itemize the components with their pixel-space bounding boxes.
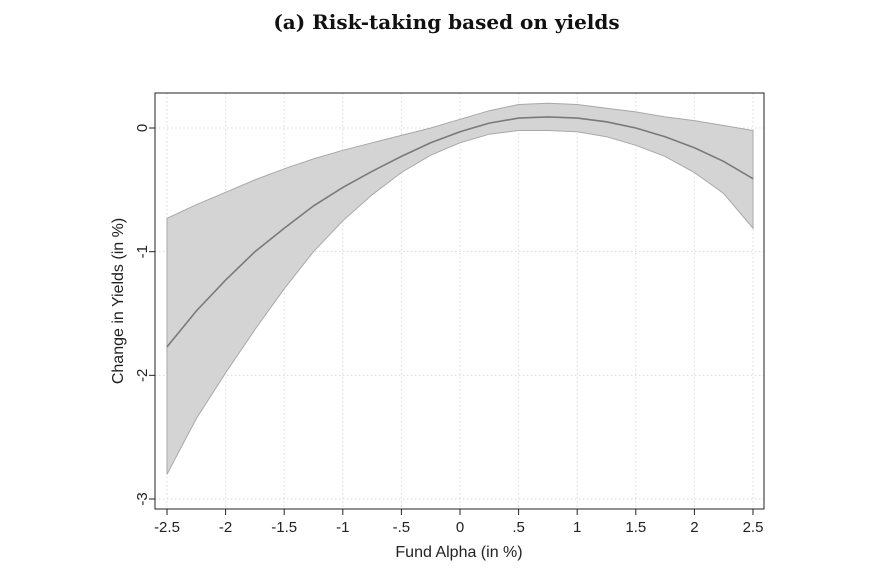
- y-tick-label: 0: [134, 124, 151, 132]
- x-tick-label: 1: [573, 519, 581, 536]
- x-tick-label: -2: [219, 519, 232, 536]
- chart-title: (a) Risk-taking based on yields: [273, 10, 620, 34]
- fitted-line: [166, 116, 754, 348]
- x-axis: -2.5 -2 -1.5 -1 -.5 0 .5 1 1.5 2 2.5: [154, 509, 763, 536]
- x-tick-label: 2.5: [743, 519, 764, 536]
- y-axis: -3 -2 -1 0: [134, 124, 155, 506]
- x-tick-label: -2.5: [154, 519, 180, 536]
- confidence-band: [166, 102, 754, 475]
- y-axis-label: Change in Yields (in %): [110, 218, 127, 384]
- x-tick-label: 0: [456, 519, 464, 536]
- x-tick-label: 2: [690, 519, 698, 536]
- x-axis-label: Fund Alpha (in %): [395, 544, 522, 561]
- x-tick-label: -.5: [393, 519, 411, 536]
- x-tick-label: .5: [512, 519, 525, 536]
- y-tick-label: -1: [134, 245, 151, 258]
- y-tick-label: -2: [134, 369, 151, 382]
- x-tick-label: 1.5: [625, 519, 646, 536]
- x-tick-label: -1.5: [271, 519, 297, 536]
- x-tick-label: -1: [336, 519, 349, 536]
- y-tick-label: -3: [134, 492, 151, 505]
